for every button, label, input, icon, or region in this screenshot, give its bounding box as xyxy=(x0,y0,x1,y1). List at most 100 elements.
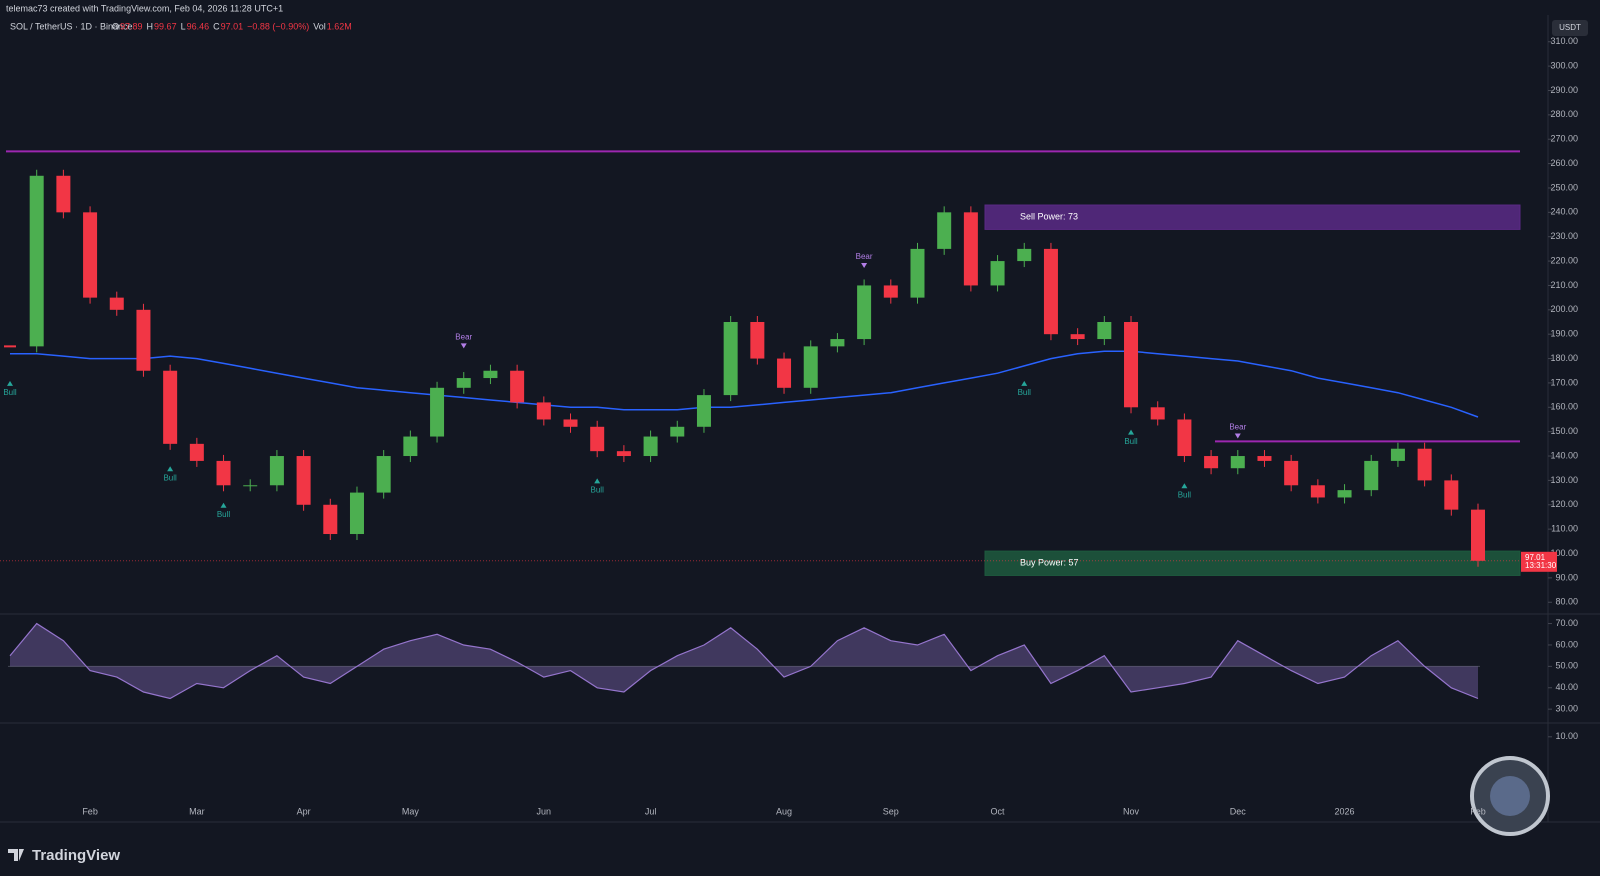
signal-arrow xyxy=(1234,433,1241,439)
currency: USDT xyxy=(1559,23,1581,32)
signal-label: Bull xyxy=(163,473,177,482)
rsi-line xyxy=(9,622,1479,700)
y-tick-label: 90.00 xyxy=(1555,572,1578,582)
candle xyxy=(510,370,525,403)
signal-label: Bull xyxy=(1124,437,1138,446)
candle xyxy=(1124,322,1139,408)
x-tick-label: Sep xyxy=(883,806,899,816)
legend-key: Vol xyxy=(313,21,326,31)
candle xyxy=(349,492,364,535)
candle xyxy=(1070,334,1085,340)
candle xyxy=(1444,480,1459,510)
countdown: 13:31:30 xyxy=(1525,561,1557,570)
y-tick-label: 310.00 xyxy=(1550,36,1578,46)
y-tick-label: 160.00 xyxy=(1550,402,1578,412)
candle xyxy=(269,456,284,486)
zone-label: Sell Power: 73 xyxy=(1020,212,1078,222)
candle xyxy=(189,443,204,461)
candle xyxy=(937,212,952,249)
x-tick-label: Dec xyxy=(1230,806,1247,816)
y-tick-label: 210.00 xyxy=(1550,280,1578,290)
x-tick-label: 2026 xyxy=(1335,806,1355,816)
candle xyxy=(1177,419,1192,457)
moving-average xyxy=(10,350,1479,418)
candle xyxy=(910,248,925,298)
x-tick-label: Jun xyxy=(537,806,552,816)
candle xyxy=(1337,490,1352,498)
candle xyxy=(750,322,765,359)
y-tick-label: 70.00 xyxy=(1555,618,1578,628)
zone xyxy=(984,550,1521,576)
candle xyxy=(56,175,71,213)
y-tick-label: 40.00 xyxy=(1555,682,1578,692)
candle xyxy=(830,339,845,347)
y-tick-label: 150.00 xyxy=(1550,426,1578,436)
last-price: 97.01 xyxy=(1525,553,1546,562)
legend-value: 99.67 xyxy=(154,21,177,31)
legend-key: C xyxy=(213,21,220,31)
y-tick-label: 130.00 xyxy=(1550,475,1578,485)
y-tick-label: 200.00 xyxy=(1550,304,1578,314)
legend-volume: 1.62M xyxy=(327,21,352,31)
candle xyxy=(136,309,151,371)
x-tick-label: Aug xyxy=(776,806,792,816)
y-tick-label: 300.00 xyxy=(1550,60,1578,70)
symbol: SOL / TetherUS · 1D · Binance xyxy=(10,21,133,31)
x-tick-label: Oct xyxy=(991,806,1006,816)
y-tick-label: 190.00 xyxy=(1550,329,1578,339)
candle xyxy=(563,419,578,427)
y-tick-label: 250.00 xyxy=(1550,182,1578,192)
candle xyxy=(216,460,231,486)
candle xyxy=(1284,460,1299,486)
candle xyxy=(1150,407,1165,420)
legend-change: −0.88 (−0.90%) xyxy=(247,21,309,31)
y-tick-label: 290.00 xyxy=(1550,85,1578,95)
candle xyxy=(109,297,124,310)
signal-label: Bull xyxy=(1178,490,1192,499)
x-tick-label: Feb xyxy=(1470,806,1486,816)
legend-value: 97.89 xyxy=(120,21,143,31)
x-tick-label: Feb xyxy=(82,806,98,816)
candle xyxy=(1390,448,1405,461)
candle xyxy=(243,485,258,487)
credit: telemac73 created with TradingView.com, … xyxy=(6,3,283,13)
candle xyxy=(296,456,311,505)
signal-arrow xyxy=(220,502,227,508)
legend-key: O xyxy=(112,21,119,31)
candle xyxy=(1097,322,1112,340)
signal-arrow xyxy=(594,478,601,484)
y-tick-label: 240.00 xyxy=(1550,207,1578,217)
candle xyxy=(29,175,44,347)
signal-arrow xyxy=(167,466,174,472)
signal-label: Bull xyxy=(217,510,231,519)
signal-arrow xyxy=(1128,429,1135,435)
y-tick-label: 110.00 xyxy=(1551,524,1578,534)
signal-label: Bull xyxy=(3,388,17,397)
candle xyxy=(4,345,16,348)
x-tick-label: Mar xyxy=(189,806,205,816)
signal-arrow xyxy=(460,343,467,349)
y-tick-label: 120.00 xyxy=(1550,499,1578,509)
candle xyxy=(1471,509,1485,561)
candle xyxy=(1417,448,1432,481)
ohlc-legend: O 97.89 H 99.67 L 96.46 C 97.01 −0.88 (−0.90%) Vo… xyxy=(112,21,352,31)
legend-value: 96.46 xyxy=(187,21,210,31)
candle xyxy=(163,370,178,444)
signal-arrow xyxy=(7,380,13,386)
candle xyxy=(536,402,551,420)
x-tick-label: Nov xyxy=(1123,806,1140,816)
x-tick-label: Jul xyxy=(645,806,657,816)
candle xyxy=(483,370,498,379)
signal-label: Bear xyxy=(455,332,472,341)
legend-key: H xyxy=(147,21,154,31)
candle xyxy=(323,504,338,535)
avatar-icon xyxy=(1490,776,1530,816)
candle xyxy=(1204,456,1219,469)
candle xyxy=(723,322,738,396)
signal-arrow xyxy=(861,262,868,268)
x-tick-label: May xyxy=(402,806,420,816)
candle xyxy=(1364,460,1379,491)
